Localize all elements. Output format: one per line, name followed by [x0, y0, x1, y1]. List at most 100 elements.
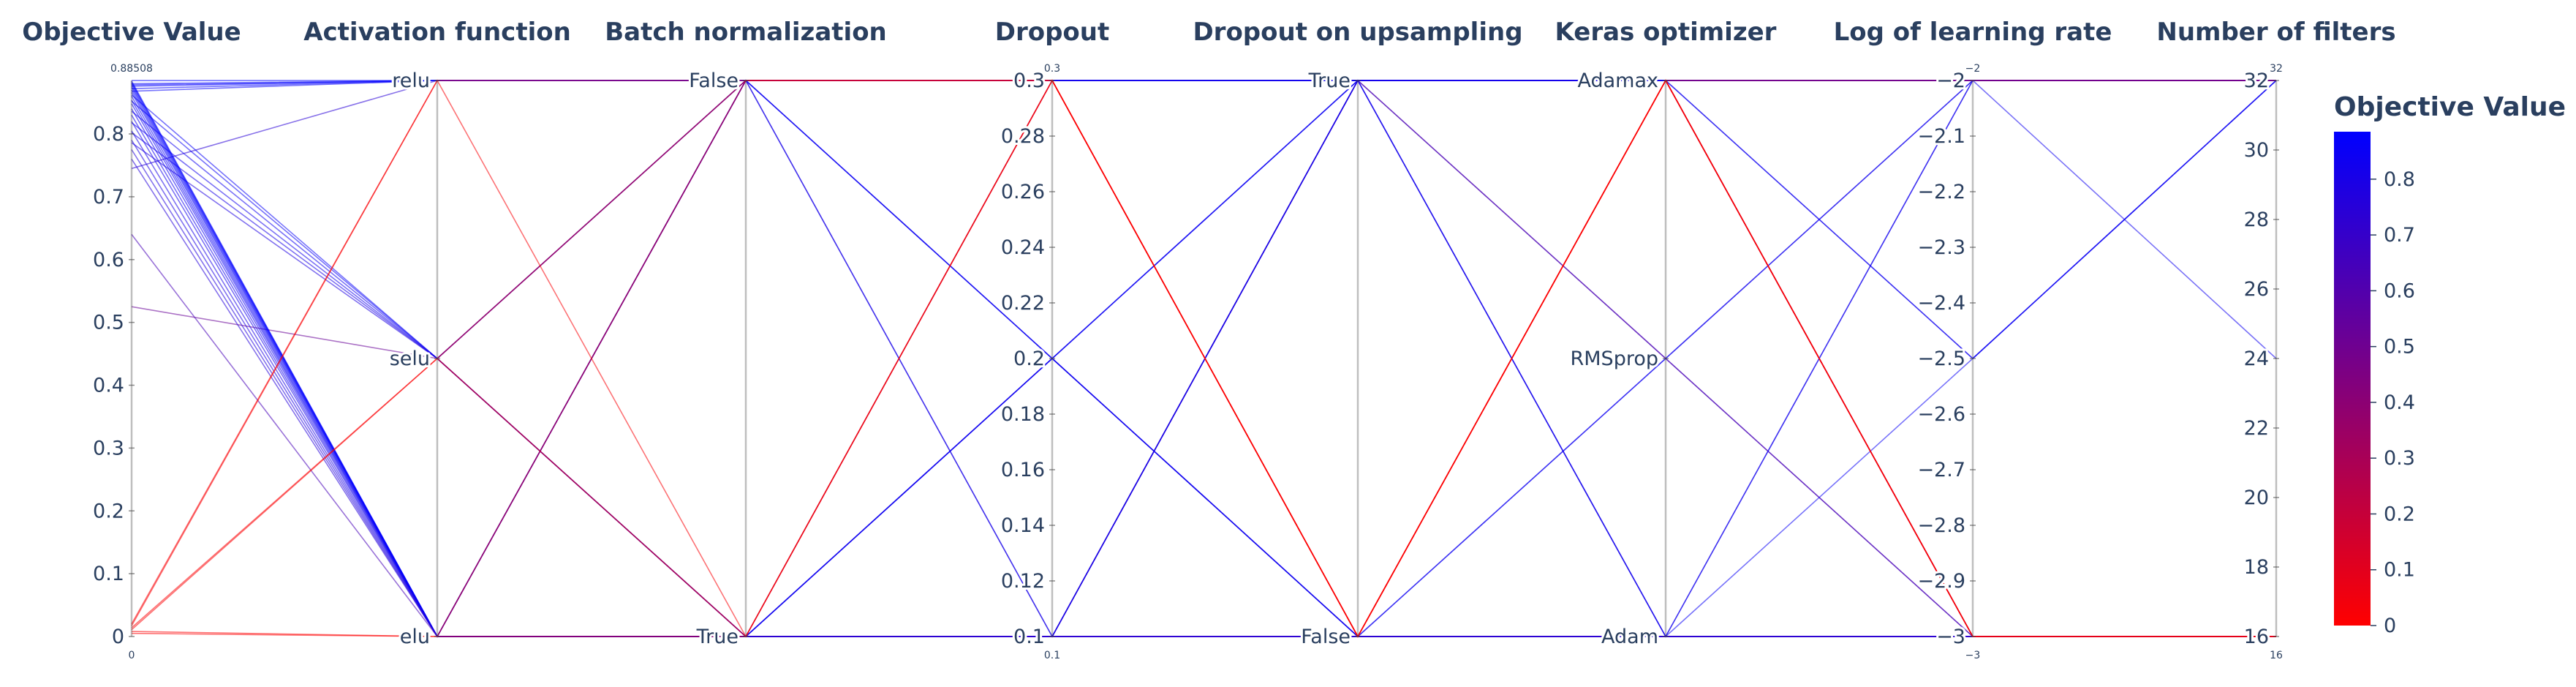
tick-label-halo: 32 — [2244, 70, 2269, 92]
tick-label-halo: 0.1 — [1013, 626, 1045, 648]
range-max-label: −2 — [1965, 63, 1981, 75]
range-min-label: 0 — [129, 650, 135, 661]
tick-label: −2.4 — [1917, 292, 1965, 315]
tick-label-halo: relu — [392, 70, 430, 92]
tick-label-halo: −2.6 — [1917, 403, 1965, 426]
tick-label-halo: True — [696, 626, 739, 648]
tick-label-halo: Adam — [1601, 626, 1658, 648]
tick-label: −2.2 — [1917, 181, 1965, 203]
tick-label: 0.3 — [1013, 70, 1045, 92]
tick-label-halo: −2.4 — [1917, 292, 1965, 315]
tick-label: 0.5 — [93, 312, 124, 334]
colorbar-tick-label: 0.6 — [2384, 279, 2415, 302]
tick-label: 0.18 — [1001, 403, 1045, 426]
colorbar: Objective Value 0 0.1 0.2 0.3 0.4 0.5 0.6 0.7 0.8 — [2334, 92, 2566, 637]
axis-title: Number of filters — [2156, 18, 2395, 47]
tick-label: 30 — [2244, 139, 2269, 162]
tick-label-halo: False — [1301, 626, 1351, 648]
tick-label-halo: 26 — [2244, 278, 2269, 301]
tick-label-halo: 28 — [2244, 209, 2269, 231]
tick-label: 24 — [2244, 348, 2269, 370]
tick-label: 0.8 — [93, 123, 124, 146]
tick-label: 0.7 — [93, 186, 124, 209]
axis-title: Dropout on upsampling — [1193, 18, 1522, 47]
tick-label: 0 — [112, 626, 124, 648]
tick-label-halo: 0.5 — [93, 312, 124, 334]
range-max-label: 0.3 — [1044, 63, 1060, 75]
tick-label: −2.9 — [1917, 570, 1965, 593]
tick-label: −3 — [1936, 626, 1965, 648]
tick-label-halo: −3 — [1936, 626, 1965, 648]
tick-label: −2.7 — [1917, 459, 1965, 481]
tick-label-halo: 0.12 — [1001, 570, 1045, 593]
tick-label: 0.4 — [93, 375, 124, 397]
tick-label: True — [1308, 70, 1351, 92]
tick-label: −2.5 — [1917, 348, 1965, 370]
tick-label: 0.12 — [1001, 570, 1045, 593]
axis-title: Batch normalization — [605, 18, 887, 47]
tick-label-halo: 0.4 — [93, 375, 124, 397]
tick-label: −2.8 — [1917, 514, 1965, 537]
range-max-label: 32 — [2270, 63, 2283, 75]
data-line-30 — [131, 149, 2276, 637]
tick-label: 20 — [2244, 487, 2269, 509]
tick-label-halo: 0 — [112, 626, 124, 648]
tick-label-halo: 0.2 — [1013, 348, 1045, 370]
tick-label: 0.14 — [1001, 514, 1045, 537]
tick-label: 0.26 — [1001, 181, 1045, 203]
colorbar-tick-label: 0 — [2384, 615, 2396, 637]
tick-label-halo: −2.9 — [1917, 570, 1965, 593]
tick-label-halo: 18 — [2244, 556, 2269, 579]
polylines-layer — [131, 79, 2277, 638]
axis-keras-optimizer[interactable]: Keras optimizerAdamAdamRMSpropRMSpropAda… — [1555, 18, 1777, 650]
tick-label: 0.24 — [1001, 236, 1045, 259]
axis-objective-value[interactable]: Objective Value000.10.10.20.20.30.30.40.… — [22, 18, 241, 661]
colorbar-tick-label: 0.2 — [2384, 503, 2415, 525]
tick-label: 26 — [2244, 278, 2269, 301]
tick-label-halo: −2 — [1936, 70, 1965, 92]
tick-label-halo: 0.24 — [1001, 236, 1045, 259]
tick-label-halo: −2.3 — [1917, 236, 1965, 259]
tick-label: 0.1 — [1013, 626, 1045, 648]
tick-label-halo: 0.3 — [1013, 70, 1045, 92]
axis-log-of-learning-rate[interactable]: Log of learning rate−3−3−2.9−2.9−2.8−2.8… — [1834, 18, 2112, 661]
tick-label-halo: 0.1 — [93, 563, 124, 585]
tick-label: −2.3 — [1917, 236, 1965, 259]
data-line-10 — [131, 79, 2277, 360]
tick-label: 0.28 — [1001, 125, 1045, 148]
tick-label-halo: 0.8 — [93, 123, 124, 146]
tick-label: Adam — [1601, 626, 1658, 648]
tick-label-halo: 0.3 — [93, 437, 124, 459]
tick-label: elu — [400, 626, 430, 648]
tick-label-halo: Adamax — [1577, 70, 1658, 92]
tick-label: 32 — [2244, 70, 2269, 92]
tick-label: False — [1301, 626, 1351, 648]
tick-label-halo: False — [689, 70, 739, 92]
colorbar-tick-label: 0.3 — [2384, 447, 2415, 470]
tick-label: 16 — [2244, 626, 2269, 648]
tick-label: −2 — [1936, 70, 1965, 92]
tick-label: 0.3 — [93, 437, 124, 459]
axis-activation-function[interactable]: Activation functionelueluseluselurelurel… — [303, 18, 571, 650]
tick-label-halo: 0.6 — [93, 249, 124, 271]
tick-label: True — [696, 626, 739, 648]
axis-number-of-filters[interactable]: Number of filters16161818202022222424262… — [2156, 18, 2395, 661]
axis-dropout[interactable]: Dropout0.10.10.120.120.140.140.160.160.1… — [995, 18, 1110, 661]
tick-label-halo: −2.2 — [1917, 181, 1965, 203]
tick-label-halo: −2.7 — [1917, 459, 1965, 481]
data-line-38 — [131, 79, 2276, 638]
tick-label-halo: 0.16 — [1001, 459, 1045, 481]
axis-title: Objective Value — [22, 18, 241, 47]
tick-label-halo: 24 — [2244, 348, 2269, 370]
data-line-31 — [131, 158, 2276, 637]
data-line-8 — [131, 79, 2277, 360]
tick-label-halo: 16 — [2244, 626, 2269, 648]
tick-label: False — [689, 70, 739, 92]
tick-label-halo: selu — [390, 348, 430, 370]
tick-label-halo: 30 — [2244, 139, 2269, 162]
colorbar-tick-label: 0.8 — [2384, 168, 2415, 191]
tick-label: 22 — [2244, 417, 2269, 440]
